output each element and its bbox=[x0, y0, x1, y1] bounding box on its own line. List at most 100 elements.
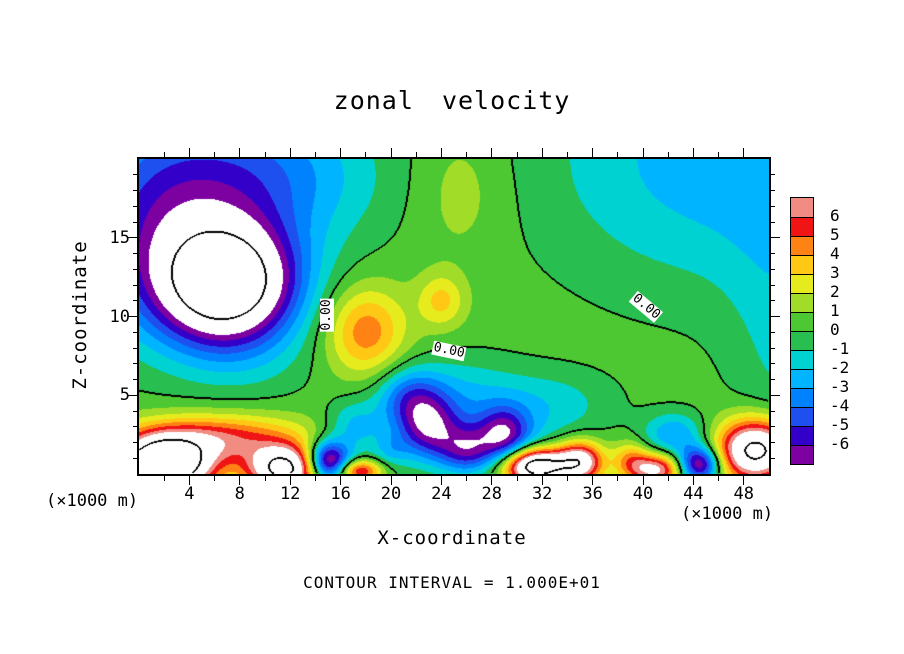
axis-tick bbox=[128, 316, 137, 317]
axis-tick bbox=[314, 152, 316, 157]
z-tick-label: 5 bbox=[119, 385, 130, 406]
x-tick-label: 44 bbox=[683, 484, 704, 504]
colorbar-cell bbox=[791, 217, 813, 236]
axis-tick bbox=[133, 190, 137, 191]
axis-tick bbox=[771, 284, 775, 286]
axis-tick bbox=[163, 476, 165, 481]
x-tick-label: 28 bbox=[481, 484, 503, 504]
contour-field-canvas bbox=[139, 159, 769, 474]
z-axis-tick-labels: 5 10 15 bbox=[90, 159, 130, 474]
axis-tick bbox=[133, 253, 137, 254]
axis-tick bbox=[771, 253, 775, 254]
axis-tick bbox=[592, 148, 594, 157]
x-tick-label: 40 bbox=[632, 484, 654, 504]
axis-tick bbox=[692, 476, 694, 485]
axis-tick bbox=[133, 284, 137, 286]
axis-ticks-layer bbox=[128, 148, 780, 485]
colorbar-label: 5 bbox=[830, 225, 840, 244]
axis-tick bbox=[133, 268, 137, 270]
axis-tick bbox=[415, 476, 417, 481]
axis-tick bbox=[239, 476, 241, 485]
colorbar-cell bbox=[791, 445, 813, 464]
axis-tick bbox=[491, 476, 493, 485]
axis-tick bbox=[133, 363, 137, 365]
colorbar-label: -5 bbox=[830, 415, 850, 434]
axis-tick bbox=[390, 476, 392, 485]
colorbar-labels: 6 5 4 3 2 1 0 -1 -2 -3 -4 -5 -6 bbox=[822, 197, 866, 463]
axis-tick bbox=[365, 476, 367, 481]
axis-tick bbox=[133, 174, 137, 176]
axis-tick bbox=[340, 148, 342, 157]
axis-tick bbox=[466, 476, 468, 481]
axis-tick bbox=[771, 268, 775, 270]
axis-tick bbox=[188, 476, 190, 485]
colorbar bbox=[790, 197, 814, 465]
colorbar-label: 0 bbox=[830, 320, 840, 339]
x-tick-label: 12 bbox=[279, 484, 301, 504]
axis-tick bbox=[692, 148, 694, 157]
colorbar-label: 2 bbox=[830, 282, 840, 301]
axis-tick bbox=[133, 331, 137, 333]
axis-tick bbox=[133, 205, 137, 207]
axis-tick bbox=[771, 442, 775, 443]
x-tick-label: 4 bbox=[184, 484, 195, 504]
colorbar-cell bbox=[791, 255, 813, 274]
axis-tick bbox=[771, 410, 775, 412]
axis-tick bbox=[440, 476, 442, 485]
colorbar-label: -6 bbox=[830, 434, 850, 453]
colorbar-cell bbox=[791, 274, 813, 293]
axis-tick bbox=[718, 152, 720, 157]
x-tick-label: 16 bbox=[330, 484, 351, 504]
axis-tick bbox=[188, 148, 190, 157]
axis-tick bbox=[771, 221, 775, 223]
axis-tick bbox=[214, 476, 216, 481]
axis-tick bbox=[771, 379, 775, 380]
colorbar-label: 1 bbox=[830, 301, 840, 320]
plot-area: 0.00 0.00 0.00 4 8 12 16 20 24 28 32 36 40 44 48 5 10 1… bbox=[110, 148, 780, 504]
axis-tick bbox=[264, 152, 266, 157]
colorbar-cell bbox=[791, 198, 813, 217]
axis-tick bbox=[743, 476, 745, 485]
axis-tick bbox=[340, 476, 342, 485]
axis-tick bbox=[440, 148, 442, 157]
colorbar-cell bbox=[791, 426, 813, 445]
axis-tick bbox=[289, 148, 291, 157]
axis-tick bbox=[128, 237, 137, 239]
axis-tick bbox=[771, 457, 775, 459]
axis-tick bbox=[743, 148, 745, 157]
colorbar-label: 6 bbox=[830, 206, 840, 225]
axis-tick bbox=[771, 237, 780, 239]
axis-tick bbox=[133, 457, 137, 459]
axis-tick bbox=[718, 476, 720, 481]
colorbar-label: -1 bbox=[830, 339, 850, 358]
axis-tick bbox=[771, 363, 775, 365]
colorbar-cell bbox=[791, 312, 813, 331]
axis-tick bbox=[541, 148, 543, 157]
axis-tick bbox=[771, 300, 775, 302]
axis-tick bbox=[516, 152, 518, 157]
axis-tick bbox=[771, 347, 775, 349]
plot-title: zonal velocity bbox=[333, 86, 571, 115]
colorbar-cell bbox=[791, 236, 813, 255]
axis-tick bbox=[133, 426, 137, 428]
axis-tick bbox=[133, 410, 137, 412]
x-tick-label: 32 bbox=[531, 484, 553, 504]
axis-tick bbox=[771, 205, 775, 207]
axis-tick bbox=[314, 476, 316, 481]
colorbar-cell bbox=[791, 350, 813, 369]
z-tick-label: 10 bbox=[109, 306, 130, 327]
axis-tick bbox=[239, 148, 241, 157]
colorbar-cells bbox=[791, 198, 813, 464]
axis-tick bbox=[128, 394, 137, 396]
colorbar-cell bbox=[791, 407, 813, 426]
colorbar-cell bbox=[791, 331, 813, 350]
axis-tick bbox=[592, 476, 594, 485]
axis-tick bbox=[289, 476, 291, 485]
x-tick-label: 48 bbox=[733, 484, 755, 504]
axis-tick bbox=[617, 476, 619, 481]
axis-tick bbox=[771, 331, 775, 333]
axis-tick bbox=[365, 152, 367, 157]
x-axis-units-right: (×1000 m) bbox=[681, 504, 774, 524]
axis-tick bbox=[566, 152, 568, 157]
z-tick-label: 15 bbox=[109, 227, 130, 248]
